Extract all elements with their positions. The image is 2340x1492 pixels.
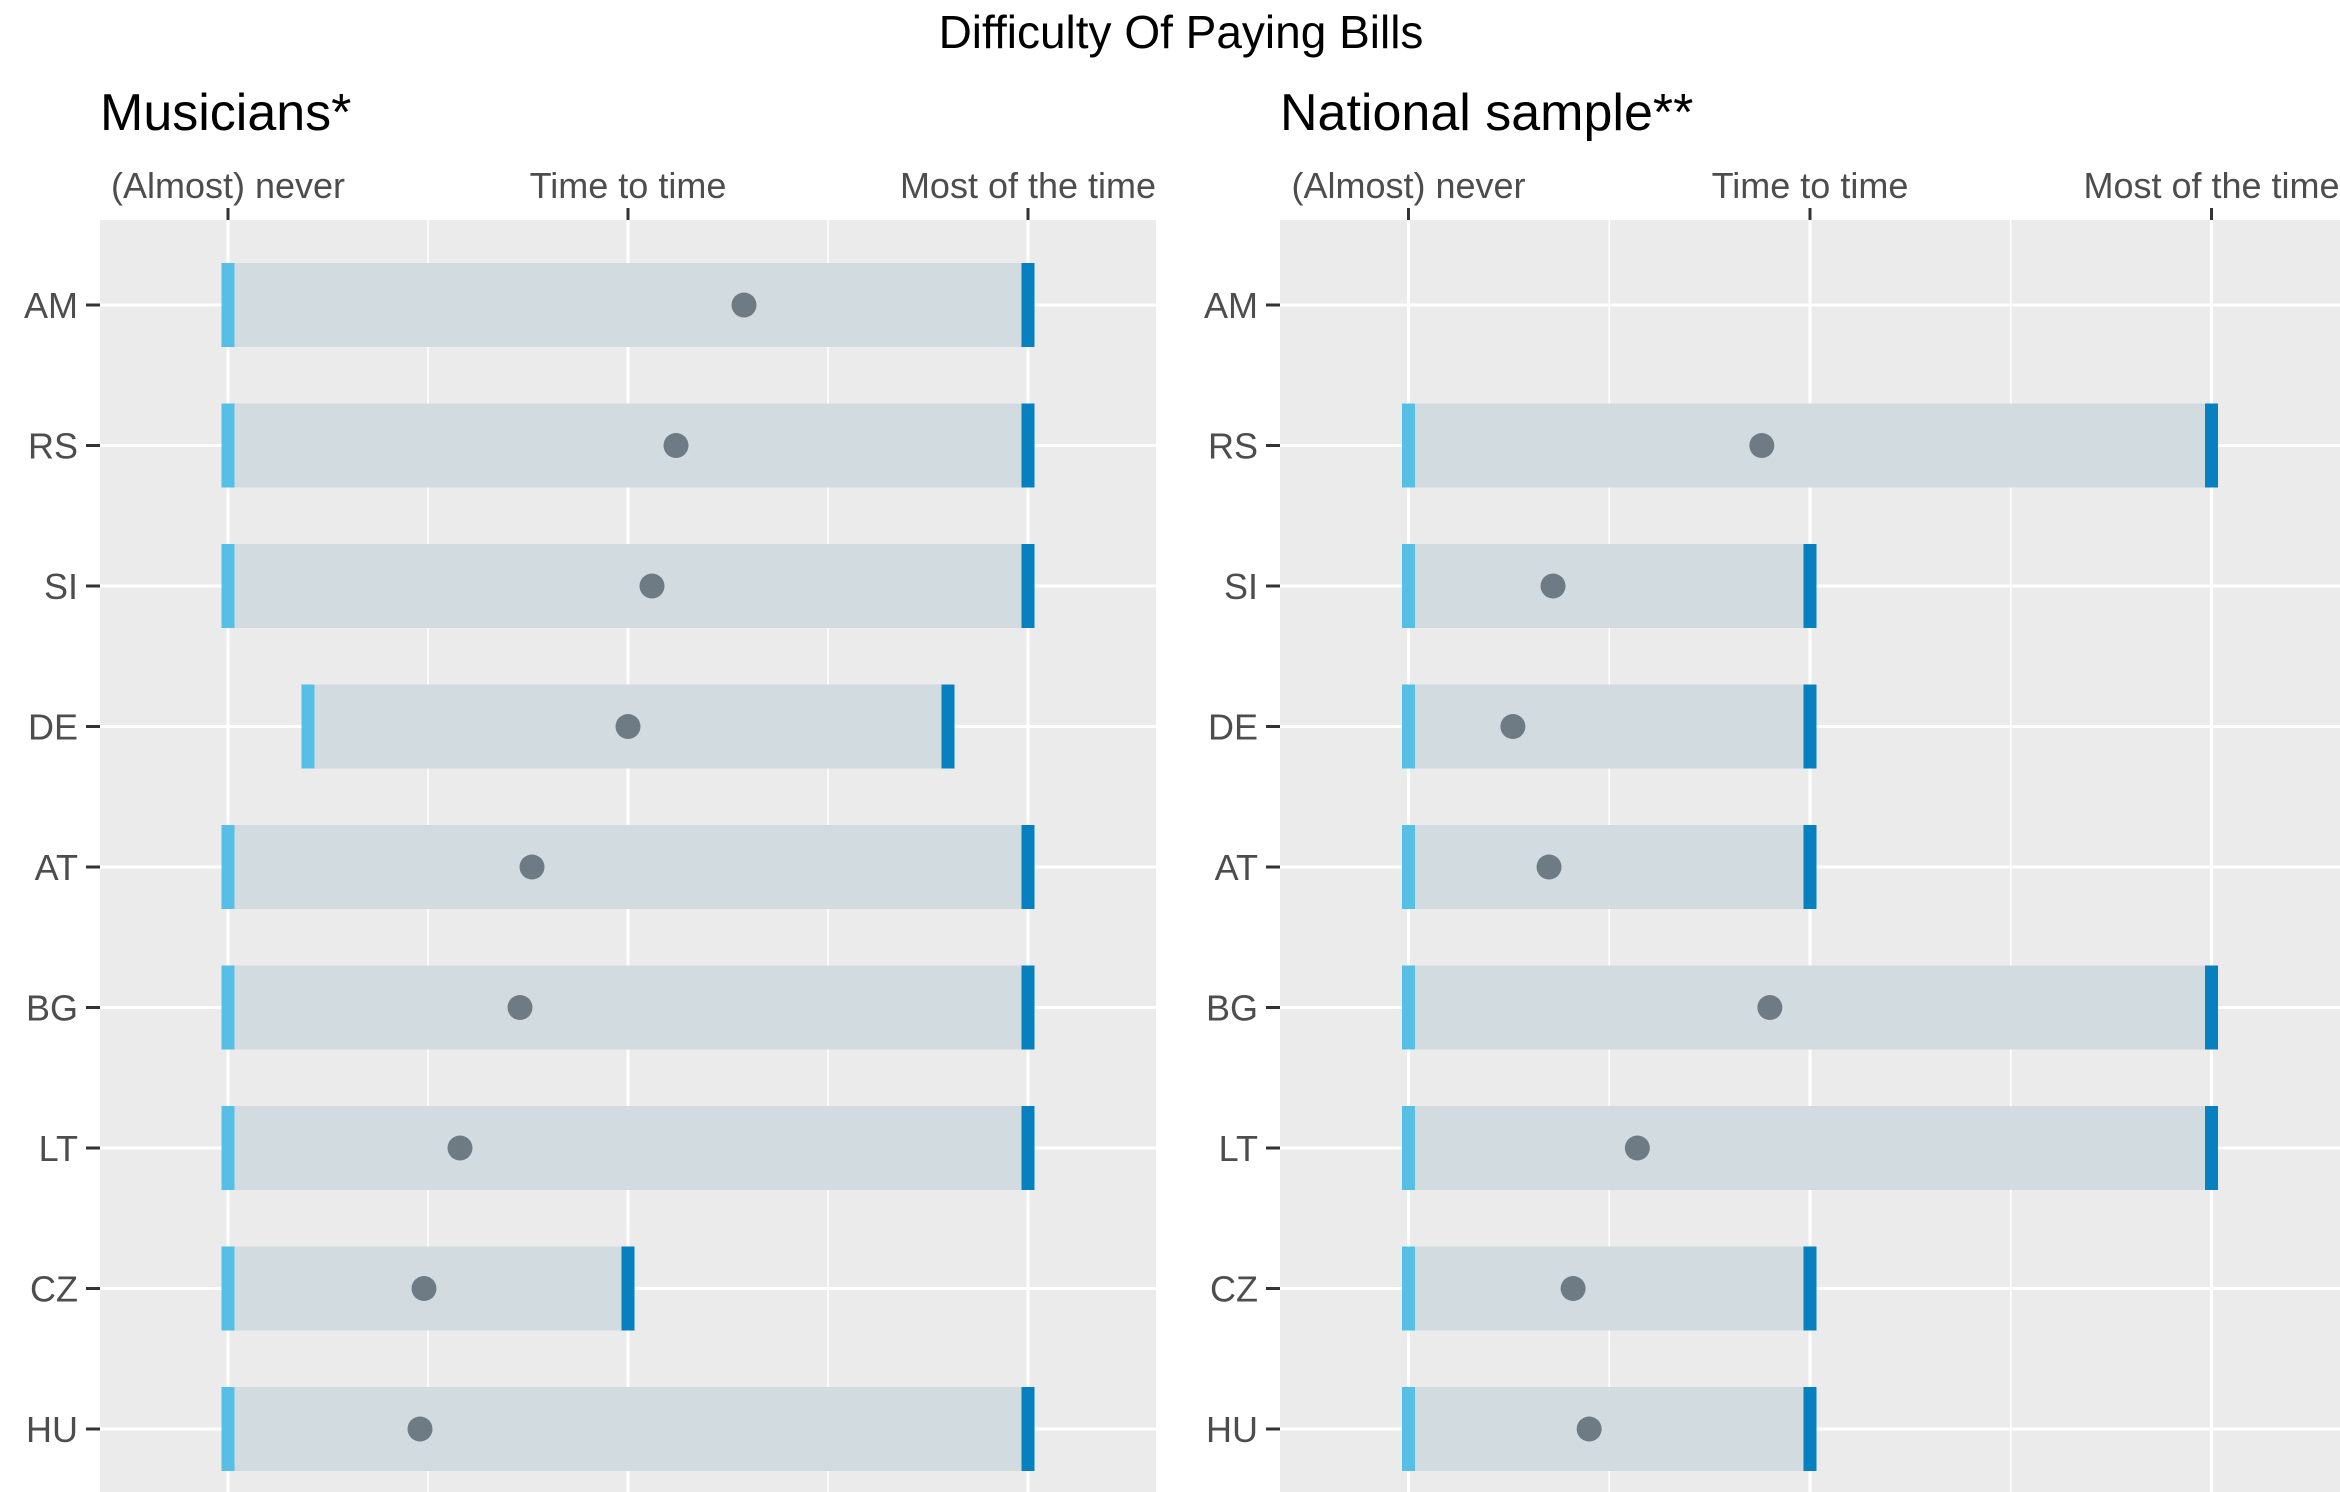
y-tick-label: SI — [44, 566, 78, 607]
mean-point-hu — [407, 1416, 433, 1442]
min-marker-cz — [1401, 1246, 1415, 1331]
min-marker-lt — [221, 1106, 235, 1190]
mean-point-de — [615, 714, 641, 739]
range-bar-si — [228, 544, 1028, 628]
panels-layer: Musicians* (Almost) never Time to time Most… — [24, 84, 2340, 1492]
max-marker-rs — [1021, 403, 1035, 488]
range-bar-cz — [1408, 1246, 1810, 1331]
mean-point-at — [1536, 854, 1562, 880]
mean-point-cz — [1560, 1276, 1586, 1301]
x-tick-label: (Almost) never — [111, 165, 345, 206]
y-tick-label: CZ — [1210, 1269, 1258, 1310]
max-marker-de — [941, 684, 955, 769]
min-marker-si — [221, 544, 235, 628]
min-marker-rs — [221, 403, 235, 488]
y-tick-label: BG — [1206, 988, 1258, 1029]
max-marker-hu — [1021, 1387, 1035, 1471]
y-tick-label: SI — [1224, 566, 1258, 607]
range-bar-rs — [1408, 403, 2212, 488]
x-tick-label: Time to time — [1712, 165, 1909, 206]
y-tick-label: DE — [1208, 707, 1258, 748]
range-bar-hu — [1408, 1387, 1810, 1471]
max-marker-si — [1021, 544, 1035, 628]
y-tick-label: AT — [1215, 847, 1258, 888]
max-marker-cz — [621, 1246, 635, 1331]
min-marker-hu — [221, 1387, 235, 1471]
y-tick-label: LT — [39, 1128, 78, 1169]
range-bar-de — [1408, 684, 1810, 769]
range-bar-am — [228, 263, 1028, 347]
mean-point-rs — [663, 433, 689, 458]
panel-2: National sample** (Almost) never Time to t… — [1204, 84, 2340, 1492]
range-bar-bg — [228, 965, 1028, 1050]
y-tick-label: AM — [24, 285, 78, 326]
min-marker-cz — [221, 1246, 235, 1331]
x-tick-label: Most of the time — [2083, 165, 2339, 206]
mean-point-cz — [411, 1276, 437, 1301]
min-marker-at — [221, 825, 235, 909]
min-marker-at — [1401, 825, 1415, 909]
max-marker-bg — [1021, 965, 1035, 1050]
min-marker-rs — [1401, 403, 1415, 488]
x-tick-label: Time to time — [530, 165, 727, 206]
range-bar-lt — [228, 1106, 1028, 1190]
range-bar-hu — [228, 1387, 1028, 1471]
y-tick-label: LT — [1219, 1128, 1258, 1169]
x-tick-label: Most of the time — [900, 165, 1156, 206]
y-tick-label: AM — [1204, 285, 1258, 326]
mean-point-bg — [1757, 995, 1783, 1020]
panel-title: Musicians* — [100, 84, 351, 142]
mean-point-de — [1500, 714, 1526, 739]
y-tick-label: HU — [26, 1409, 78, 1450]
min-marker-de — [301, 684, 315, 769]
max-marker-rs — [2205, 403, 2219, 488]
panel-title: National sample** — [1280, 84, 1693, 142]
min-marker-si — [1401, 544, 1415, 628]
max-marker-hu — [1803, 1387, 1817, 1471]
mean-point-am — [731, 292, 757, 318]
range-bar-at — [1408, 825, 1810, 909]
panel-1: Musicians* (Almost) never Time to time Most… — [24, 84, 1156, 1492]
range-bar-bg — [1408, 965, 2212, 1050]
y-tick-label: HU — [1206, 1409, 1258, 1450]
range-bar-at — [228, 825, 1028, 909]
mean-point-si — [639, 573, 665, 599]
y-tick-label: RS — [28, 426, 78, 467]
range-bar-lt — [1408, 1106, 2212, 1190]
y-tick-label: DE — [28, 707, 78, 748]
min-marker-lt — [1401, 1106, 1415, 1190]
mean-point-si — [1540, 573, 1566, 599]
mean-point-lt — [447, 1135, 473, 1161]
min-marker-am — [221, 263, 235, 347]
y-tick-label: AT — [35, 847, 78, 888]
range-bar-rs — [228, 403, 1028, 488]
y-tick-label: CZ — [30, 1269, 78, 1310]
min-marker-de — [1401, 684, 1415, 769]
mean-point-rs — [1749, 433, 1775, 458]
max-marker-am — [1021, 263, 1035, 347]
max-marker-at — [1021, 825, 1035, 909]
min-marker-hu — [1401, 1387, 1415, 1471]
x-tick-label: (Almost) never — [1291, 165, 1525, 206]
max-marker-at — [1803, 825, 1817, 909]
max-marker-si — [1803, 544, 1817, 628]
max-marker-bg — [2205, 965, 2219, 1050]
mean-point-at — [519, 854, 545, 880]
min-marker-bg — [1401, 965, 1415, 1050]
mean-point-bg — [507, 995, 533, 1020]
min-marker-bg — [221, 965, 235, 1050]
mean-point-hu — [1576, 1416, 1602, 1442]
y-tick-label: RS — [1208, 426, 1258, 467]
y-tick-label: BG — [26, 988, 78, 1029]
max-marker-lt — [2205, 1106, 2219, 1190]
max-marker-cz — [1803, 1246, 1817, 1331]
max-marker-lt — [1021, 1106, 1035, 1190]
max-marker-de — [1803, 684, 1817, 769]
chart-title: Difficulty Of Paying Bills — [939, 6, 1424, 58]
range-bar-si — [1408, 544, 1810, 628]
mean-point-lt — [1624, 1135, 1650, 1161]
